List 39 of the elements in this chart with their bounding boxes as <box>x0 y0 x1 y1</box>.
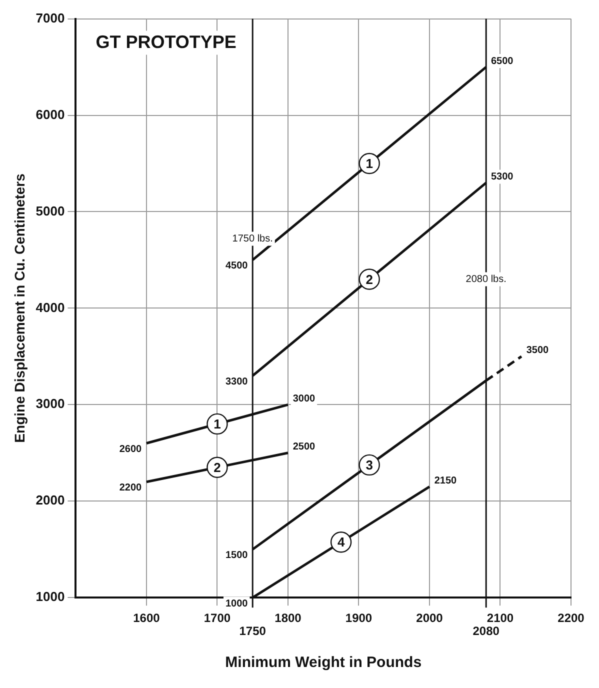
y-tick-label: 2000 <box>36 492 65 508</box>
data-label: 6500 <box>490 56 514 67</box>
series-label: 3 <box>366 458 373 473</box>
data-label: 2200 <box>119 482 142 494</box>
x-tick-label: 1600 <box>133 611 160 626</box>
x-tick-label: 2000 <box>416 611 444 626</box>
x-tick-label: 1800 <box>274 611 302 626</box>
y-tick-label: 7000 <box>36 10 65 26</box>
y-axis-title: Engine Displacement in Cu. Centimeters <box>11 173 28 443</box>
data-label: 4500 <box>225 260 248 272</box>
x-tick-label: 2200 <box>558 611 585 626</box>
annotation: 2080 <box>472 624 500 638</box>
data-label: 2150 <box>434 475 458 486</box>
y-tick-label: 4000 <box>36 300 65 315</box>
annotation: GT PROTOTYPE <box>96 32 236 52</box>
y-tick-label: 6000 <box>36 106 65 122</box>
y-tick-label: 3000 <box>36 396 65 412</box>
data-label: 2600 <box>119 444 142 456</box>
ref-line-label: 1750 lbs. <box>232 233 273 244</box>
data-label: 3000 <box>292 393 316 404</box>
x-tick-label: 2100 <box>486 611 514 626</box>
annotation: 1750 <box>239 624 266 638</box>
data-label: 1000 <box>225 598 248 610</box>
series-label: 1 <box>366 156 373 172</box>
y-tick-label: 5000 <box>36 203 65 218</box>
data-label: 5300 <box>490 172 514 183</box>
data-label: 2500 <box>292 442 316 453</box>
x-tick-label: 1700 <box>204 611 231 626</box>
data-label: 3300 <box>225 376 248 388</box>
series-label: 4 <box>337 534 346 550</box>
ref-line-label: 2080 lbs. <box>466 274 506 286</box>
x-tick-label: 1900 <box>345 611 372 626</box>
series-label: 2 <box>366 272 373 287</box>
series-label: 2 <box>214 460 221 475</box>
x-axis-title: Minimum Weight in Pounds <box>225 654 422 672</box>
data-label: 1500 <box>225 550 248 562</box>
data-label: 3500 <box>526 345 550 356</box>
y-tick-label: 1000 <box>36 589 65 604</box>
series-label: 1 <box>214 416 221 432</box>
